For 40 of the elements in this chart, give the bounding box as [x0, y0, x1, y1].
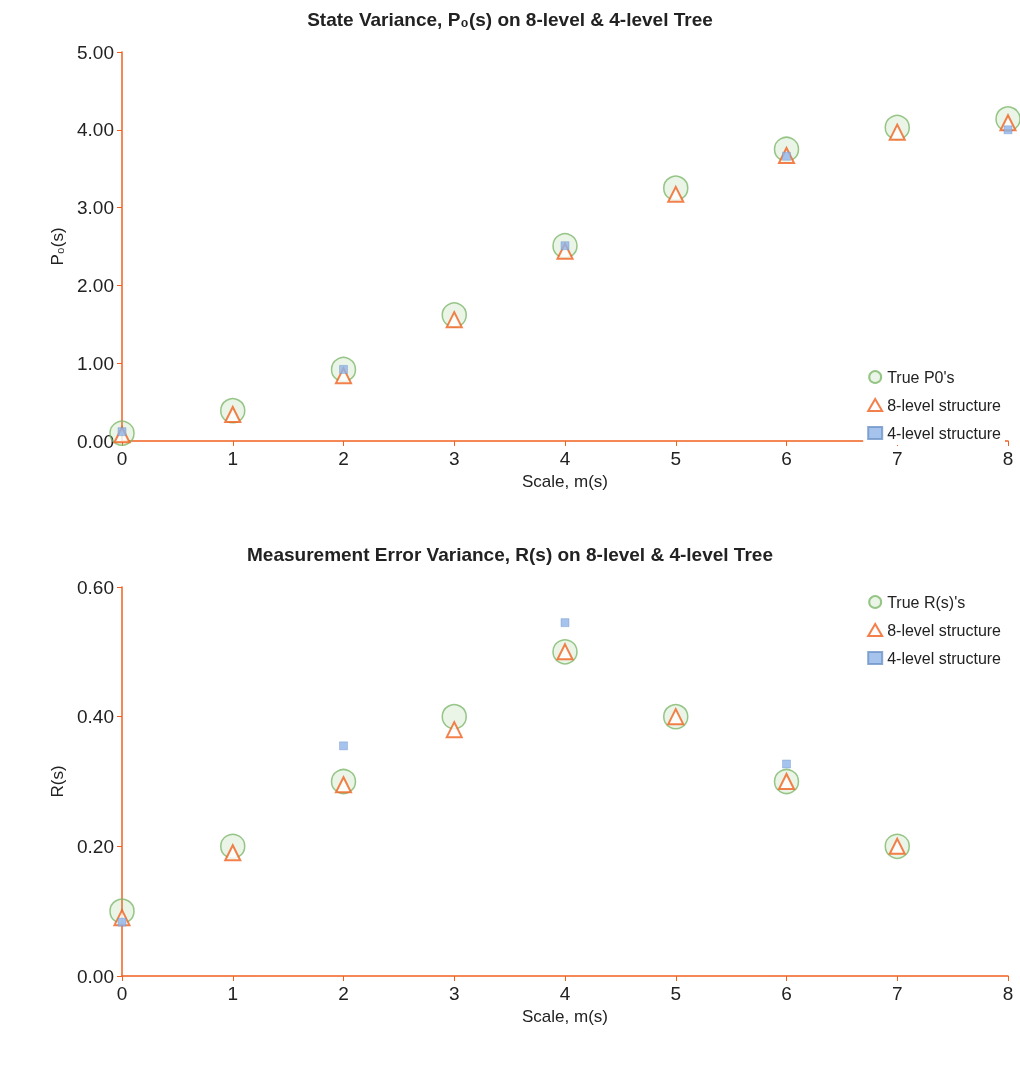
legend-label: True R(s)'s — [887, 593, 966, 611]
x-tick-label: 2 — [338, 448, 349, 469]
legend-label: 4-level structure — [887, 649, 1002, 667]
x-tick-label: 2 — [338, 983, 349, 1004]
legend-label: 4-level structure — [887, 424, 1002, 442]
x-tick-label: 1 — [227, 983, 239, 1004]
y-axis-title: R(s) — [48, 765, 68, 798]
y-tick-label: 0.20 — [77, 835, 114, 857]
y-tick-label: 4.00 — [77, 119, 114, 141]
x-axis-title: Scale, m(s) — [522, 1006, 608, 1026]
y-tick-label: 3.00 — [77, 197, 114, 219]
y-tick-label: 0.40 — [77, 706, 114, 728]
x-tick-label: 4 — [559, 448, 571, 469]
x-tick-label: 0 — [116, 448, 128, 469]
legend-label: 8-level structure — [887, 396, 1002, 414]
x-tick-label: 7 — [891, 983, 903, 1004]
x-tick-label: 6 — [781, 448, 792, 469]
x-tick-label: 3 — [448, 983, 460, 1004]
x-tick-label: 6 — [781, 983, 792, 1004]
x-tick-label: 3 — [448, 448, 460, 469]
x-tick-label: 5 — [670, 983, 682, 1004]
x-tick-label: 1 — [227, 448, 239, 469]
y-tick-label: 5.00 — [77, 41, 114, 63]
x-tick-label: 4 — [559, 983, 571, 1004]
x-tick-label: 7 — [891, 448, 903, 469]
x-tick-label: 0 — [116, 983, 128, 1004]
chart-title: Measurement Error Variance, R(s) on 8-level & 4-level Tree — [247, 544, 773, 565]
legend-label: 8-level structure — [887, 621, 1002, 639]
y-axis-title: P₀(s) — [48, 227, 68, 266]
y-tick-label: 0.00 — [77, 965, 114, 987]
chart-title: State Variance, P₀(s) on 8-level & 4-level Tree — [307, 9, 713, 30]
x-tick-label: 8 — [1002, 448, 1014, 469]
legend-label: True P0's — [887, 368, 955, 386]
y-tick-label: 1.00 — [77, 352, 114, 374]
y-tick-label: 2.00 — [77, 274, 114, 296]
y-tick-label: 0.60 — [77, 576, 114, 598]
x-tick-label: 5 — [670, 448, 682, 469]
x-tick-label: 8 — [1002, 983, 1014, 1004]
x-axis-title: Scale, m(s) — [522, 471, 608, 491]
y-tick-label: 0.00 — [77, 430, 114, 452]
